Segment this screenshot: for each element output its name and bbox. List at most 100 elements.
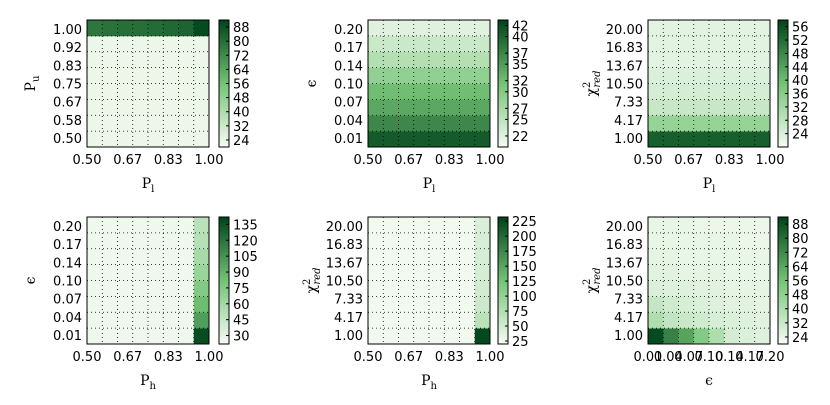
- colorbar-step: [498, 89, 508, 94]
- colorbar-step: [778, 242, 788, 246]
- colorbar-step: [219, 102, 229, 107]
- colorbar-step: [219, 64, 229, 69]
- y-tick-label: 4.17: [614, 114, 643, 129]
- heatmap-cell: [429, 115, 445, 132]
- heatmap-cell: [178, 83, 195, 100]
- heatmap-cell: [132, 312, 149, 329]
- y-tick-label: 20.00: [326, 220, 363, 235]
- heatmap-cell: [87, 312, 103, 329]
- colorbar-step: [778, 267, 788, 272]
- heatmap-cell: [693, 83, 710, 100]
- colorbar-step: [219, 305, 229, 310]
- heatmap-cell: [709, 35, 725, 53]
- heatmap-cell: [724, 67, 740, 84]
- colorbar-tick-label: 56: [792, 21, 809, 36]
- colorbar-step: [498, 140, 508, 145]
- colorbar-step: [498, 245, 508, 250]
- colorbar-step: [498, 331, 508, 335]
- x-tick-label: 0.67: [113, 153, 142, 168]
- colorbar-step: [778, 67, 788, 72]
- colorbar-tick-label: 48: [233, 92, 250, 107]
- heatmap-cell: [444, 232, 460, 250]
- heatmap-cell: [87, 264, 103, 281]
- y-tick-label: 0.20: [53, 220, 82, 235]
- heatmap-cell: [444, 35, 460, 53]
- heatmap-cell: [413, 20, 430, 37]
- heatmap-cell: [648, 328, 664, 345]
- colorbar-step: [219, 217, 229, 221]
- heatmap-cell: [117, 20, 134, 37]
- colorbar-step: [219, 118, 229, 122]
- colorbar-tick-label: 40: [792, 303, 809, 318]
- heatmap-cell: [132, 296, 149, 313]
- colorbar-tick-label: 22: [512, 130, 529, 145]
- heatmap-cell: [398, 51, 415, 69]
- colorbar-step: [778, 318, 788, 323]
- colorbar-step: [778, 89, 788, 94]
- y-tick-label: 1.00: [614, 132, 643, 147]
- colorbar-step: [219, 45, 229, 49]
- colorbar-step: [778, 270, 788, 275]
- colorbar-step: [498, 226, 508, 231]
- colorbar-step: [778, 134, 788, 138]
- colorbar-frame: [777, 19, 789, 148]
- colorbar-step: [498, 115, 508, 119]
- colorbar-tick-label: 24: [792, 128, 809, 143]
- heatmap-cell: [132, 83, 149, 100]
- colorbar-step: [498, 108, 508, 113]
- heatmap-cell: [383, 280, 399, 297]
- heatmap-cell: [724, 51, 740, 69]
- colorbar-step: [778, 42, 788, 46]
- colorbar-step: [219, 321, 229, 326]
- heatmap-cell: [754, 67, 771, 84]
- colorbar-tick-label: 27: [512, 102, 529, 117]
- heatmap-cell: [102, 312, 118, 329]
- heatmap-cell: [413, 115, 430, 132]
- colorbar-step: [219, 220, 229, 224]
- heatmap-cell: [132, 67, 149, 84]
- colorbar-step: [219, 112, 229, 116]
- y-tick-label: 4.17: [334, 311, 363, 326]
- x-axis-label: Ph: [140, 373, 156, 392]
- heatmap-cell: [87, 20, 103, 37]
- heatmap-cell: [383, 67, 399, 84]
- heatmap-cell: [648, 83, 664, 100]
- heatmap-cell: [148, 217, 164, 234]
- y-tick-label: 0.58: [53, 114, 82, 129]
- colorbar-step: [219, 274, 229, 278]
- y-tick-label: 20.00: [606, 220, 643, 235]
- colorbar-step: [219, 296, 229, 300]
- colorbar-step: [219, 32, 229, 37]
- y-tick-label: 0.67: [53, 96, 82, 111]
- y-tick-label: 13.67: [606, 59, 643, 74]
- heatmap-cell: [474, 296, 491, 313]
- heatmap-cell: [754, 131, 771, 148]
- heatmap-cell: [693, 248, 710, 266]
- heatmap-cell: [724, 115, 740, 132]
- heatmap-cell: [117, 248, 134, 266]
- heatmap-cell: [709, 232, 725, 250]
- heatmap-cell: [754, 264, 771, 281]
- heatmap-cell: [474, 115, 491, 132]
- colorbar-step: [498, 32, 508, 37]
- colorbar-tick-label: 88: [233, 21, 250, 36]
- heatmap-cell: [132, 99, 149, 116]
- y-tick-label: 10.50: [606, 78, 643, 93]
- heatmap-cell: [444, 248, 460, 266]
- heatmap-cell: [474, 232, 491, 250]
- y-tick-label: 10.50: [606, 275, 643, 290]
- colorbar-step: [778, 83, 788, 88]
- x-axis-label: Pl: [142, 176, 155, 195]
- heatmap-cell: [474, 51, 491, 69]
- colorbar-step: [219, 51, 229, 56]
- heatmap-cell: [444, 328, 460, 345]
- heatmap-cell: [754, 280, 771, 297]
- heatmap-cell: [429, 20, 445, 37]
- heatmap-cell: [693, 328, 710, 345]
- heatmap-cell: [193, 217, 210, 234]
- heatmap-cell: [163, 280, 179, 297]
- colorbar-step: [778, 39, 788, 43]
- colorbar-step: [219, 83, 229, 88]
